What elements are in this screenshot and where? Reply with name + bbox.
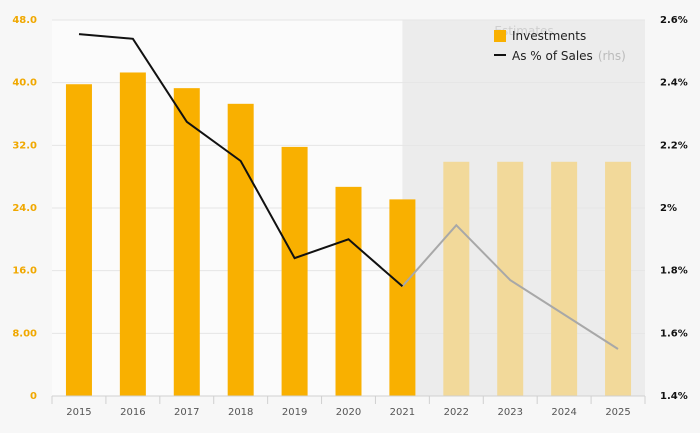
bar-investments-2019 — [281, 146, 308, 396]
y-right-tick-label: 2.2% — [660, 140, 688, 151]
x-tick-label: 2016 — [120, 407, 145, 418]
y-left-tick-label: 48.0 — [12, 15, 37, 26]
x-tick-label: 2020 — [336, 407, 361, 418]
bar-investments-2021 — [389, 199, 416, 396]
y-left-tick-label: 32.0 — [12, 140, 37, 151]
x-tick-label: 2015 — [66, 407, 91, 418]
y-right-tick-label: 1.6% — [660, 328, 688, 339]
y-right-tick-label: 2.4% — [660, 78, 688, 89]
bar-investments-2018 — [227, 103, 254, 397]
x-tick-label: 2025 — [605, 407, 630, 418]
legend-label-pct-sales: As % of Sales — [512, 49, 593, 63]
estimates-label: Estimates — [494, 24, 553, 38]
legend-label-rhs-suffix: (rhs) — [598, 49, 626, 63]
x-tick-label: 2018 — [228, 407, 253, 418]
bar-investments-2017 — [173, 88, 200, 397]
x-tick-label: 2022 — [444, 407, 469, 418]
bar-investments-2022 — [443, 161, 470, 396]
x-tick-label: 2019 — [282, 407, 307, 418]
x-tick-label: 2017 — [174, 407, 199, 418]
y-right-tick-label: 1.8% — [660, 266, 688, 277]
y-left-tick-label: 24.0 — [12, 203, 37, 214]
x-tick-label: 2023 — [498, 407, 523, 418]
legend-label-investments: Investments — [512, 29, 586, 43]
x-tick-label: 2021 — [390, 407, 415, 418]
y-left-tick-label: 0 — [30, 391, 37, 402]
y-left-tick-label: 8.00 — [12, 328, 37, 339]
bar-investments-2020 — [335, 186, 362, 396]
y-right-tick-label: 1.4% — [660, 391, 688, 402]
bar-investments-2015 — [65, 84, 92, 396]
legend-swatch-investments — [494, 30, 506, 42]
y-right-tick-label: 2.6% — [660, 15, 688, 26]
y-left-tick-label: 16.0 — [12, 266, 37, 277]
line-pct-sales-estimate — [401, 223, 619, 350]
bar-investments-2016 — [119, 72, 146, 396]
x-tick-label: 2024 — [551, 407, 576, 418]
bar-investments-2025 — [605, 161, 632, 396]
y-right-tick-label: 2% — [660, 203, 677, 214]
bar-investments-2024 — [551, 161, 578, 396]
y-left-tick-label: 40.0 — [12, 78, 37, 89]
line-pct-sales-actual — [78, 33, 404, 288]
